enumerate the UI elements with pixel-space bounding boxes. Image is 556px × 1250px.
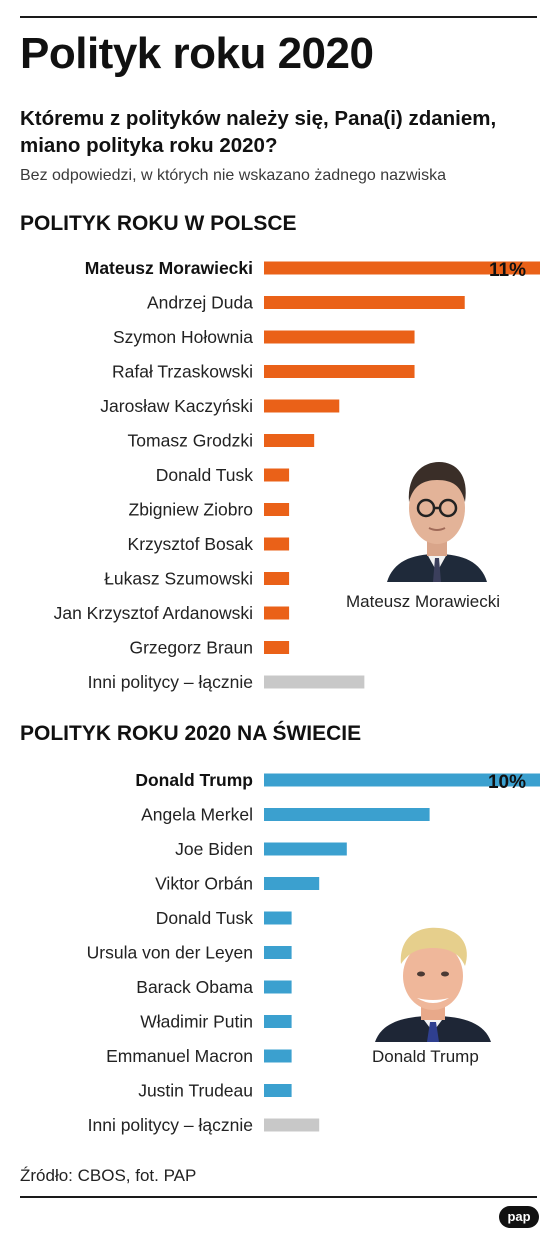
world-bar <box>264 842 347 856</box>
poland-category-label: Łukasz Szumowski <box>104 569 253 589</box>
poland-category-label: Jan Krzysztof Ardanowski <box>54 603 253 623</box>
source-note: Źródło: CBOS, fot. PAP <box>20 1166 197 1185</box>
world-bar <box>264 773 540 787</box>
world-category-label: Angela Merkel <box>141 805 253 825</box>
photo-caption-poland: Mateusz Morawiecki <box>346 592 500 611</box>
world-bar <box>264 946 292 959</box>
world-category-label: Joe Biden <box>175 839 253 859</box>
poland-bar <box>264 399 340 413</box>
world-category-label: Donald Tusk <box>156 908 254 928</box>
poland-category-label: Zbigniew Ziobro <box>129 500 254 520</box>
chart-poland-svg: Mateusz Morawiecki 11% Andrzej Duda Szymon … <box>54 258 540 692</box>
poland-category-label: Rafał Trzaskowski <box>112 362 253 382</box>
poland-bar <box>264 641 290 654</box>
chart-world: Donald Trump 10% Angela Merkel Joe Biden Vik… <box>0 760 556 1155</box>
photo-caption-world: Donald Trump <box>372 1047 479 1066</box>
world-category-label: Inni politycy – łącznie <box>88 1115 253 1135</box>
world-category-label: Viktor Orbán <box>155 874 253 894</box>
poland-bar <box>264 330 415 344</box>
poland-bar <box>264 675 365 689</box>
poland-category-label: Tomasz Grodzki <box>128 431 253 451</box>
poland-bar <box>264 572 290 585</box>
morawiecki-photo <box>381 450 493 582</box>
survey-question: Któremu z polityków należy się, Pana(i) … <box>20 107 497 157</box>
section-title-poland: POLITYK ROKU W POLSCE <box>20 212 297 235</box>
poland-bar <box>264 606 290 620</box>
world-bar <box>264 808 430 821</box>
poland-category-label: Szymon Hołownia <box>113 327 253 347</box>
world-category-label: Donald Trump <box>135 770 253 790</box>
section-title-world: POLITYK ROKU 2020 NA ŚWIECIE <box>20 722 362 745</box>
world-bar <box>264 877 320 890</box>
poland-category-label: Grzegorz Braun <box>129 638 253 658</box>
poland-category-label: Inni politycy – łącznie <box>88 672 253 692</box>
poland-category-label: Jarosław Kaczyński <box>100 396 253 416</box>
world-bar <box>264 1084 292 1097</box>
world-category-label: Emmanuel Macron <box>106 1046 253 1066</box>
world-bar <box>264 980 292 994</box>
world-category-label: Ursula von der Leyen <box>87 943 253 963</box>
poland-category-label: Andrzej Duda <box>147 293 253 313</box>
world-bar <box>264 1049 292 1063</box>
poland-bar <box>264 468 290 482</box>
poland-bar <box>264 503 290 516</box>
poland-bar <box>264 537 290 551</box>
pap-logo: pap <box>499 1206 539 1228</box>
survey-note: Bez odpowiedzi, w których nie wskazano ż… <box>20 167 447 184</box>
chart-world-svg: Donald Trump 10% Angela Merkel Joe Biden Vik… <box>87 770 540 1135</box>
world-bar <box>264 911 292 925</box>
poland-bar <box>264 434 315 447</box>
top-rule <box>20 16 537 18</box>
poland-category-label: Mateusz Morawiecki <box>85 258 253 278</box>
world-bar <box>264 1015 292 1028</box>
trump-photo <box>371 918 495 1042</box>
world-category-label: Justin Trudeau <box>138 1081 253 1101</box>
poland-category-label: Krzysztof Bosak <box>128 534 254 554</box>
world-category-label: Barack Obama <box>136 977 253 997</box>
page-title: Polityk roku 2020 <box>20 29 374 78</box>
world-bar <box>264 1118 320 1132</box>
poland-category-label: Donald Tusk <box>156 465 254 485</box>
bottom-rule <box>20 1196 537 1198</box>
world-category-label: Władimir Putin <box>140 1012 253 1032</box>
world-data-label: 10% <box>488 772 526 793</box>
poland-bar <box>264 261 540 275</box>
poland-bar <box>264 365 415 378</box>
poland-data-label: 11% <box>489 260 526 281</box>
poland-bar <box>264 296 465 309</box>
chart-poland: Mateusz Morawiecki 11% Andrzej Duda Szymon … <box>0 248 556 708</box>
